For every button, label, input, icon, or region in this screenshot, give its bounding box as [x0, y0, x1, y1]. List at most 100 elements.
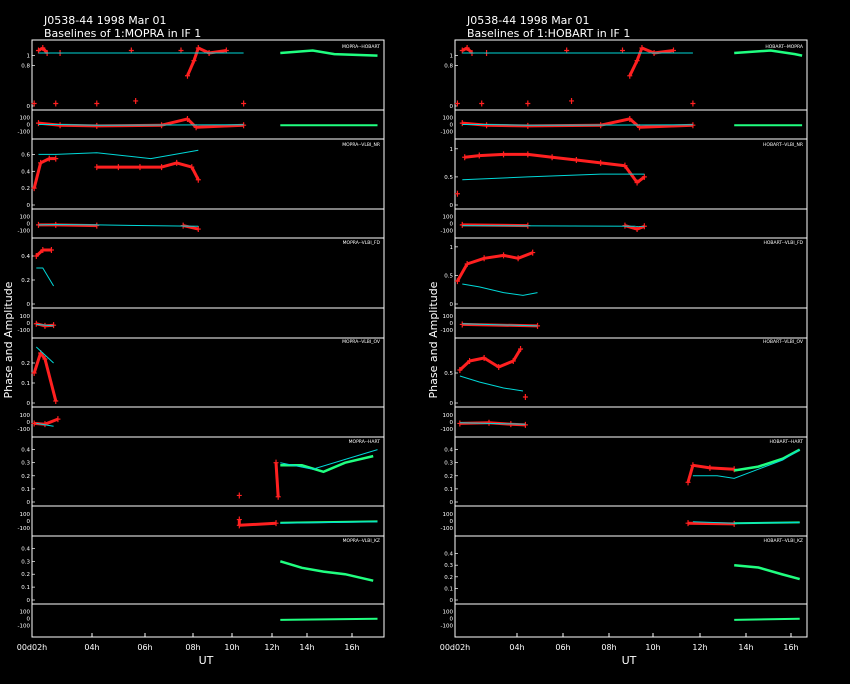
amp-data-segment	[197, 46, 210, 55]
x-tick-label: 12h	[264, 643, 279, 652]
amp-data-point	[685, 479, 691, 486]
phase-data-point	[522, 421, 528, 428]
phase-tick-label: -100	[18, 623, 31, 629]
phase-data-point	[622, 222, 628, 229]
phase-tick-label: -100	[441, 623, 454, 629]
amp-model-series	[38, 149, 199, 160]
phase-model-series	[280, 521, 378, 524]
phase-data-point	[42, 322, 48, 329]
amp-data-point	[94, 100, 100, 107]
amp-tick-label: 0.2	[21, 572, 30, 578]
phase-tick-label: 100	[20, 116, 31, 122]
amp-data-point	[525, 151, 531, 158]
amp-tick-label: 0	[27, 302, 31, 308]
baseline-label: MOPRA--HOBART	[342, 44, 380, 50]
amp-data-point	[522, 394, 528, 400]
amp-data-point	[634, 179, 640, 186]
baseline-label: HOBART--MOPRA	[765, 44, 804, 50]
amp-data-segment	[43, 358, 58, 402]
amp-tick-label: 0.4	[444, 552, 453, 558]
amp-model-series	[459, 375, 524, 392]
amp-model-data-series	[734, 49, 803, 57]
amp-tick-label: 0.3	[21, 461, 30, 467]
phase-model-data-series	[734, 617, 800, 621]
x-tick-label: 06h	[137, 643, 152, 652]
amp-data-point	[510, 358, 516, 364]
amp-data-segment	[479, 152, 504, 158]
amp-tick-label: 0.5	[444, 175, 453, 181]
amp-model-series	[36, 267, 55, 287]
phase-tick-label: 100	[443, 610, 454, 616]
amp-tick-label: 0.1	[444, 487, 453, 493]
amp-data-point	[707, 464, 713, 471]
plot-source-date: J0538-44 1998 Mar 01	[43, 14, 166, 27]
y-axis-label: Phase and Amplitude	[427, 281, 440, 398]
phase-data-segment	[239, 521, 277, 527]
amp-data-point	[518, 346, 524, 352]
amp-data-segment	[176, 161, 193, 169]
baseline-label: MOPRA--VLBI_FD	[343, 240, 381, 246]
amp-data-segment	[39, 157, 50, 165]
phase-data-point	[31, 420, 37, 427]
phase-data-point	[35, 120, 41, 127]
amp-data-point	[454, 278, 460, 285]
phase-tick-label: 100	[20, 512, 31, 518]
baseline-label: HOBART--VLBI_OV	[763, 339, 804, 345]
phase-data-point	[195, 226, 201, 233]
x-axis-label: UT	[622, 654, 637, 667]
phase-data-point	[94, 222, 100, 229]
phase-data-segment	[600, 117, 631, 127]
phase-data-point	[525, 122, 531, 129]
phase-model-series	[38, 124, 244, 126]
amp-tick-label: 0.2	[444, 474, 453, 480]
amp-data-point	[462, 154, 468, 161]
amp-data-point	[195, 176, 201, 183]
amp-tick-label: 0.4	[21, 254, 30, 260]
y-axis-label: Phase and Amplitude	[2, 281, 15, 398]
x-axis-label: UT	[199, 654, 214, 667]
phase-tick-label: 0	[450, 617, 454, 623]
x-tick-label: 14h	[299, 643, 314, 652]
phase-tick-label: 100	[20, 215, 31, 221]
amp-data-segment	[274, 462, 280, 497]
amp-data-segment	[635, 47, 644, 62]
phase-data-segment	[44, 417, 59, 426]
amp-tick-label: 0.2	[21, 186, 30, 192]
amp-data-point	[40, 45, 46, 51]
phase-data-point	[57, 122, 63, 129]
x-tick-label: 04h	[84, 643, 99, 652]
phase-data-point	[33, 320, 39, 327]
baseline-label: HOBART--HART	[770, 439, 804, 445]
amp-tick-label: 0.2	[21, 278, 30, 284]
baseline-label: HOBART--VLBI_FD	[763, 240, 803, 246]
amp-data-segment	[527, 152, 553, 159]
phase-tick-label: -100	[441, 129, 454, 135]
amp-tick-label: 0	[450, 302, 454, 308]
amp-data-point	[479, 100, 485, 107]
phase-tick-label: -100	[441, 228, 454, 234]
phase-model-series	[36, 422, 54, 427]
amp-data-segment	[35, 248, 44, 258]
phase-data-segment	[687, 521, 735, 526]
amp-data-point	[634, 57, 640, 64]
x-tick-label: 10h	[645, 643, 660, 652]
phase-tick-label: 0	[450, 222, 454, 228]
phase-tick-label: 0	[27, 321, 31, 327]
amp-tick-label: 0.2	[21, 474, 30, 480]
phase-data-point	[94, 122, 100, 129]
phase-model-series	[462, 225, 645, 227]
amp-data-point	[33, 253, 39, 259]
amp-data-point	[273, 459, 279, 466]
plot-title: Baselines of 1:MOPRA in IF 1	[44, 27, 201, 40]
amp-tick-label: 0.2	[444, 575, 453, 581]
phase-data-point	[459, 120, 465, 127]
amp-data-segment	[32, 162, 43, 189]
amp-data-point	[195, 45, 201, 51]
amp-tick-label: 0	[450, 104, 454, 110]
amp-data-point	[38, 159, 44, 166]
amp-model-data-series	[280, 49, 378, 57]
phase-model-data-series	[280, 617, 378, 621]
amp-data-segment	[186, 60, 196, 77]
amp-data-segment	[636, 175, 646, 184]
